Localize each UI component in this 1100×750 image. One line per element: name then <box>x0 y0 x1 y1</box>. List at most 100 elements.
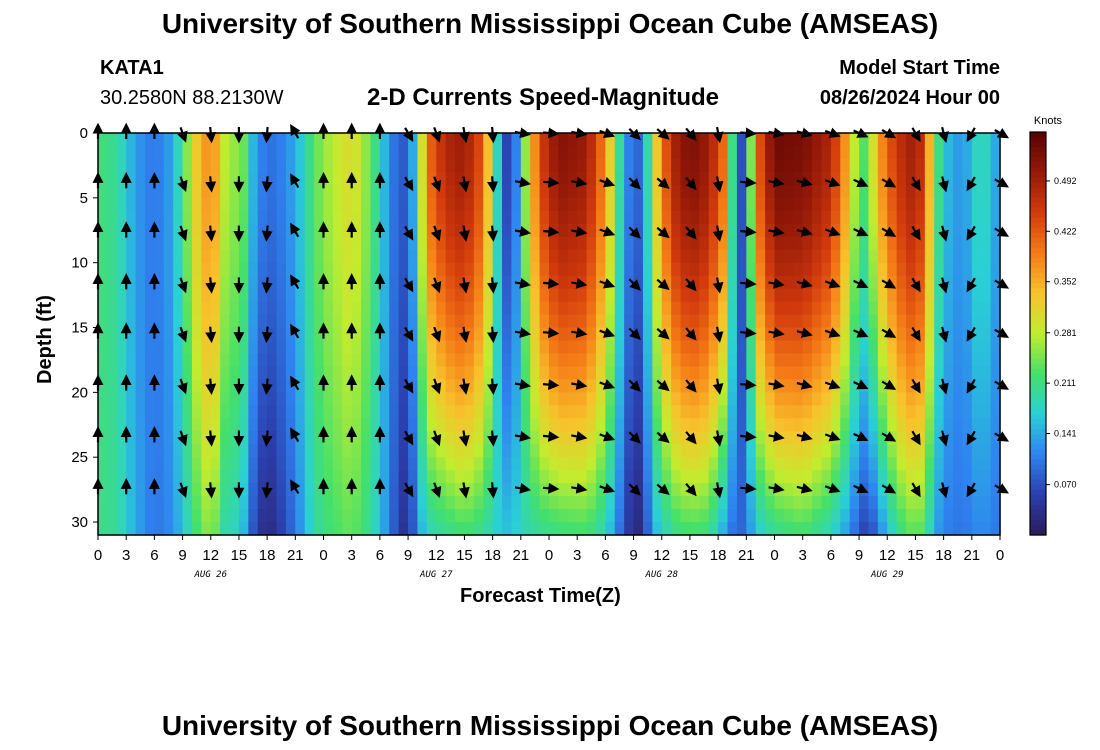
heat-cell <box>539 301 550 316</box>
heat-cell <box>680 444 691 458</box>
heat-cell <box>520 340 531 355</box>
heat-cell <box>802 249 813 264</box>
heat-cell <box>210 483 221 497</box>
heat-cell <box>924 288 935 303</box>
heat-cell <box>182 223 193 238</box>
heat-cell <box>304 197 315 212</box>
heat-cell <box>455 366 466 380</box>
heat-cell <box>821 314 832 329</box>
current-vector <box>487 482 499 499</box>
heat-cell <box>934 470 945 484</box>
heat-cell <box>859 184 870 199</box>
heat-cell <box>107 133 118 147</box>
heat-cell <box>201 197 212 212</box>
heat-cell <box>182 262 193 277</box>
heat-cell <box>379 431 390 445</box>
heat-cell <box>445 405 456 419</box>
heat-cell <box>116 288 127 303</box>
heat-cell <box>577 236 588 251</box>
heat-cell <box>220 314 231 329</box>
heat-cell <box>821 470 832 484</box>
heat-cell <box>802 392 813 406</box>
heat-cell <box>783 223 794 238</box>
heat-cell <box>116 522 127 536</box>
heat-cell <box>671 340 682 355</box>
heat-cell <box>144 483 155 497</box>
heat-cell <box>342 392 353 406</box>
heat-cell <box>464 314 475 329</box>
heat-cell <box>436 366 447 380</box>
heat-cell <box>718 470 729 484</box>
heat-cell <box>238 405 249 419</box>
heat-cell <box>107 236 118 251</box>
heat-cell <box>539 210 550 225</box>
heat-cell <box>990 470 1001 484</box>
colorbar-segment <box>1030 197 1046 204</box>
heat-cell <box>642 171 653 186</box>
heat-cell <box>182 171 193 186</box>
heat-cell <box>830 340 841 355</box>
heat-cell <box>351 197 362 212</box>
heat-cell <box>953 522 964 536</box>
heat-cell <box>774 275 785 290</box>
current-vector <box>966 176 977 192</box>
heat-cell <box>567 301 578 316</box>
heat-cell <box>746 197 757 212</box>
heat-cell <box>342 457 353 471</box>
heat-cell <box>990 301 1001 316</box>
heat-cell <box>436 522 447 536</box>
heat-cell <box>248 327 259 342</box>
heat-cell <box>464 145 475 160</box>
heat-cell <box>642 314 653 329</box>
heat-cell <box>502 418 513 432</box>
heat-cell <box>361 418 372 432</box>
heat-cell <box>426 249 437 264</box>
heat-cell <box>267 340 278 355</box>
heat-cell <box>502 444 513 458</box>
heat-cell <box>144 249 155 264</box>
heat-cell <box>370 444 381 458</box>
heat-cell <box>511 236 522 251</box>
heat-cell <box>201 496 212 510</box>
heat-cell <box>332 405 343 419</box>
heat-cell <box>849 249 860 264</box>
heat-cell <box>736 444 747 458</box>
heat-cell <box>276 509 287 523</box>
heat-cell <box>821 483 832 497</box>
heat-cell <box>755 184 766 199</box>
heat-cell <box>595 496 606 510</box>
current-vector <box>740 226 757 237</box>
heat-cell <box>821 522 832 536</box>
heat-cell <box>680 301 691 316</box>
heat-cell <box>943 522 954 536</box>
heat-cell <box>661 405 672 419</box>
heat-cell <box>182 288 193 303</box>
heat-cell <box>417 444 428 458</box>
heat-cell <box>896 288 907 303</box>
heat-cell <box>699 275 710 290</box>
heat-cell <box>220 210 231 225</box>
heat-cell <box>859 262 870 277</box>
heat-cell <box>671 275 682 290</box>
heat-cell <box>736 470 747 484</box>
heat-cell <box>887 223 898 238</box>
heat-cell <box>98 210 108 225</box>
heat-cell <box>332 262 343 277</box>
heat-cell <box>398 184 409 199</box>
heat-cell <box>220 522 231 536</box>
heat-cell <box>332 444 343 458</box>
heat-cell <box>924 275 935 290</box>
heat-cell <box>774 405 785 419</box>
heat-cell <box>473 340 484 355</box>
heat-cell <box>934 145 945 160</box>
heat-cell <box>464 210 475 225</box>
heat-cell <box>379 262 390 277</box>
heat-cell <box>614 314 625 329</box>
heat-cell <box>971 444 982 458</box>
heat-cell <box>398 340 409 355</box>
heat-cell <box>201 522 212 536</box>
heat-cell <box>586 236 597 251</box>
current-vector <box>571 226 588 237</box>
colorbar-segment <box>1030 217 1046 224</box>
heat-cell <box>624 184 635 199</box>
